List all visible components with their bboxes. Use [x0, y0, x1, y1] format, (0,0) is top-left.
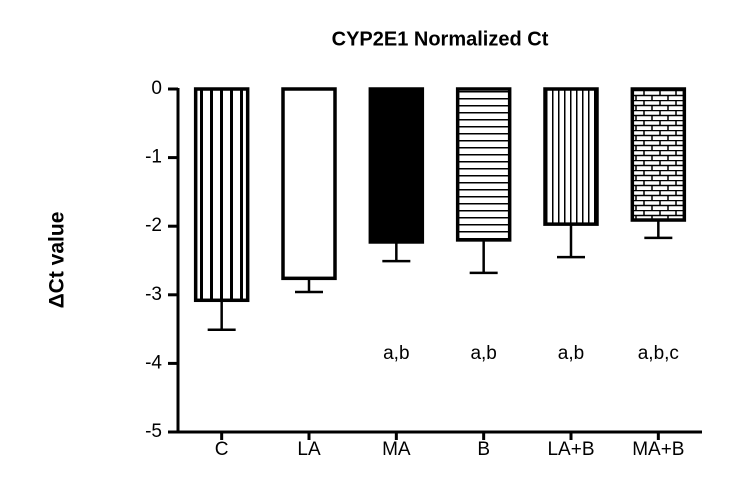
x-tick-label: B [477, 439, 490, 460]
annotation: a,b,c [638, 343, 679, 364]
x-tick-label: LA [297, 439, 321, 460]
x-tick-label: C [215, 439, 229, 460]
x-tick-label: MA [382, 439, 411, 460]
x-tick-label: LA+B [547, 439, 594, 460]
annotation: a,b [470, 343, 496, 364]
annotation: a,b [383, 343, 409, 364]
bar [193, 87, 250, 303]
annotation: a,b [558, 343, 584, 364]
bar [281, 87, 337, 281]
bar [543, 87, 599, 226]
y-tick-label: -2 [145, 215, 162, 236]
y-tick-label: -4 [145, 352, 162, 373]
bar [455, 87, 512, 242]
chart-title: CYP2E1 Normalized Ct [332, 28, 549, 50]
y-tick-label: -5 [145, 421, 162, 442]
bar [630, 87, 687, 222]
x-tick-label: MA+B [632, 439, 684, 460]
y-tick-label: -3 [145, 284, 162, 305]
y-tick-label: -1 [145, 147, 162, 168]
y-axis-label: ΔCt value [46, 212, 69, 309]
y-tick-label: 0 [151, 78, 162, 99]
bar [368, 87, 425, 244]
